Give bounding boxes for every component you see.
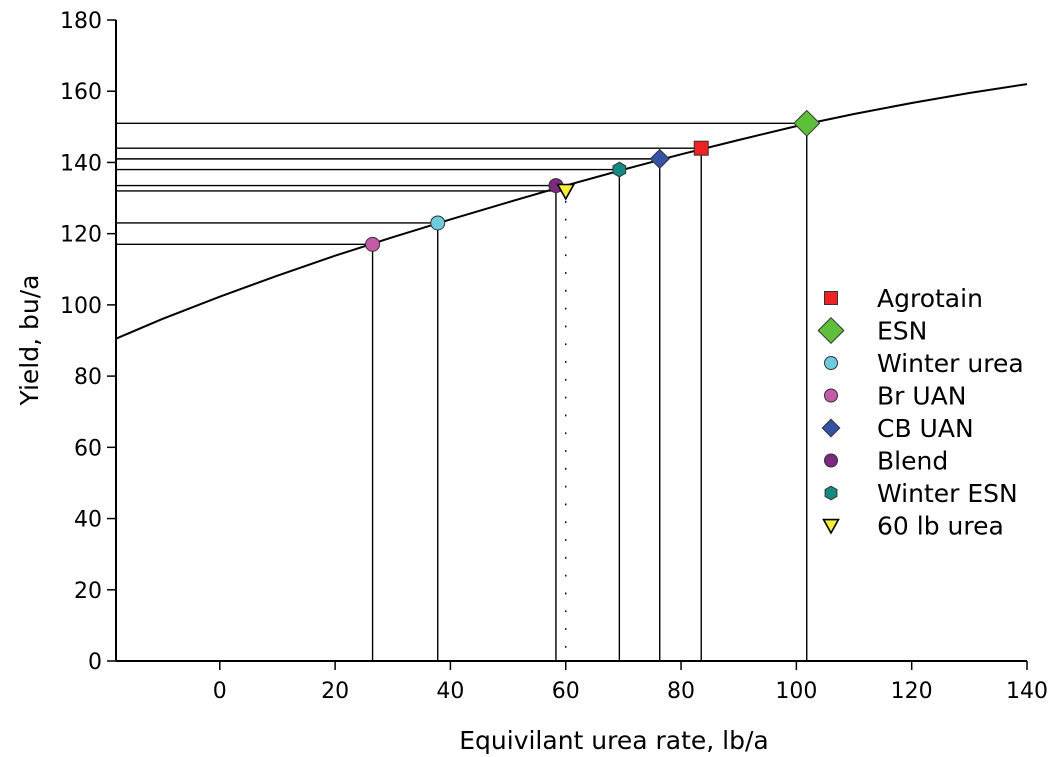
y-tick-label: 40 — [74, 508, 102, 533]
legend-esn: ESN — [817, 316, 927, 346]
x-tick-label: 140 — [1006, 679, 1048, 704]
legend-60-lb-urea-symbol — [822, 518, 840, 535]
y-tick-label: 120 — [60, 223, 102, 248]
legend-agrotain-symbol — [824, 291, 838, 305]
y-tick-label: 80 — [74, 365, 102, 390]
y-axis-title: Yield, bu/a — [15, 275, 44, 407]
y-tick-label: 60 — [74, 436, 102, 461]
legend-agrotain: Agrotain — [824, 284, 983, 313]
legend-winter-urea-symbol — [824, 356, 838, 370]
legend-winter-esn-label: Winter ESN — [877, 479, 1018, 508]
legend-60-lb-urea-label: 60 lb urea — [877, 512, 1004, 541]
legend-blend-label: Blend — [877, 447, 948, 476]
marker-agrotain — [693, 140, 709, 156]
legend: Agrotain ESN Winter urea Br UAN CB UAN Blend W… — [817, 284, 1024, 541]
legend-esn-symbol — [817, 316, 845, 345]
legend-winter-urea-label: Winter urea — [877, 349, 1024, 378]
legend-winter-esn-symbol — [824, 485, 838, 501]
legend-cb-uan: CB UAN — [821, 414, 974, 443]
x-tick-label: 80 — [667, 679, 695, 704]
legend-cb-uan-label: CB UAN — [877, 414, 974, 443]
y-tick-label: 0 — [88, 650, 102, 675]
legend-cb-uan-symbol — [821, 418, 841, 438]
legend-blend: Blend — [824, 447, 948, 476]
marker-esn — [793, 109, 821, 137]
legend-60-lb-urea: 60 lb urea — [822, 512, 1004, 541]
legend-winter-esn: Winter ESN — [824, 479, 1018, 508]
legend-br-uan-symbol — [824, 388, 838, 403]
x-tick-label: 60 — [552, 679, 580, 704]
x-tick-label: 0 — [213, 679, 227, 704]
y-tick-label: 160 — [60, 80, 102, 105]
legend-winter-urea: Winter urea — [824, 349, 1024, 378]
x-tick-label: 100 — [775, 679, 817, 704]
marker-winter-esn — [612, 161, 627, 178]
y-tick-label: 100 — [60, 294, 102, 319]
marker-br-uan — [365, 236, 381, 252]
x-tick-label: 20 — [321, 679, 349, 704]
y-tick-label: 180 — [60, 9, 102, 34]
y-tick-label: 140 — [60, 151, 102, 176]
x-tick-label: 120 — [891, 679, 933, 704]
x-tick-label: 40 — [436, 679, 464, 704]
x-axis-title: Equivilant urea rate, lb/a — [459, 726, 769, 755]
marker-winter-urea — [430, 215, 446, 231]
marker-cb-uan — [649, 148, 670, 170]
y-tick-label: 20 — [74, 579, 102, 604]
legend-blend-symbol — [824, 453, 838, 468]
legend-esn-label: ESN — [877, 317, 927, 346]
marker-60-lb-urea — [556, 183, 576, 201]
legend-br-uan: Br UAN — [824, 382, 966, 411]
legend-agrotain-label: Agrotain — [877, 284, 983, 313]
plot-area: 0 20 40 60 80 100 120 140 160 180 0 20 40 60 80 100 120 1… — [60, 9, 1048, 704]
legend-br-uan-label: Br UAN — [877, 382, 966, 411]
